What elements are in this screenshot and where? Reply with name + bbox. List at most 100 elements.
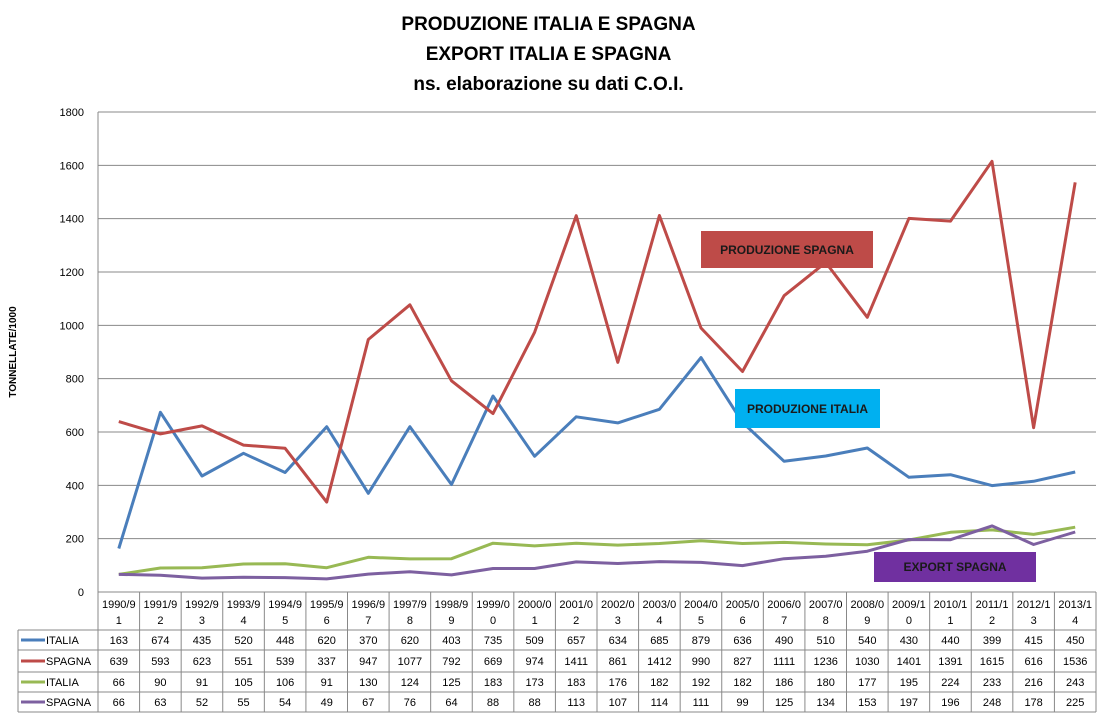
chart-title-line3: ns. elaborazione su dati C.O.I.: [413, 74, 684, 95]
legend-label: ITALIA: [46, 635, 79, 647]
data-label: 64: [445, 697, 457, 709]
x-tick-label: 2009/1: [892, 599, 926, 611]
data-label: 674: [151, 635, 169, 647]
data-label: 1615: [980, 656, 1004, 668]
data-label: 974: [525, 656, 543, 668]
data-label: 76: [404, 697, 416, 709]
data-label: 243: [1066, 677, 1084, 689]
data-label: 415: [1024, 635, 1042, 647]
data-label: 430: [900, 635, 918, 647]
x-tick-label: 2001/0: [559, 599, 593, 611]
x-tick-label: 2003/0: [643, 599, 677, 611]
data-label: 91: [321, 677, 333, 689]
data-label: 448: [276, 635, 294, 647]
data-label: 1030: [855, 656, 879, 668]
x-tick-label: 1: [532, 615, 538, 627]
x-tick-label: 2011/1: [976, 599, 1009, 611]
data-label: 1077: [398, 656, 422, 668]
data-label: 173: [525, 677, 543, 689]
y-tick-label: 800: [66, 374, 84, 386]
x-tick-label: 6: [324, 615, 330, 627]
data-label: 509: [525, 635, 543, 647]
x-tick-label: 8: [823, 615, 829, 627]
x-tick-label: 4: [656, 615, 662, 627]
data-label: 114: [651, 697, 669, 709]
data-label: 623: [193, 656, 211, 668]
data-label: 113: [567, 697, 585, 709]
x-tick-label: 2008/0: [850, 599, 884, 611]
data-label: 163: [110, 635, 128, 647]
data-label: 1236: [813, 656, 837, 668]
data-label: 125: [775, 697, 793, 709]
series-line-0: [117, 356, 1076, 549]
x-tick-label: 3: [1031, 615, 1037, 627]
data-label: 224: [941, 677, 959, 689]
y-tick-label: 0: [78, 587, 84, 599]
data-label: 67: [362, 697, 374, 709]
y-tick-label: 600: [66, 427, 84, 439]
data-label: 792: [442, 656, 460, 668]
data-label: 551: [234, 656, 252, 668]
chart-title-line1: PRODUZIONE ITALIA E SPAGNA: [401, 14, 696, 35]
data-label: 669: [484, 656, 502, 668]
data-label: 403: [442, 635, 460, 647]
data-label: 947: [359, 656, 377, 668]
x-tick-label: 9: [448, 615, 454, 627]
x-tick-label: 3: [199, 615, 205, 627]
x-tick-label: 6: [739, 615, 745, 627]
data-label: 125: [442, 677, 460, 689]
x-tick-label: 0: [490, 615, 496, 627]
x-tick-label: 2: [989, 615, 995, 627]
data-label: 182: [733, 677, 751, 689]
x-tick-label: 1996/9: [351, 599, 385, 611]
x-tick-label: 1992/9: [185, 599, 219, 611]
data-label: 636: [733, 635, 751, 647]
x-tick-label: 2005/0: [726, 599, 760, 611]
x-tick-label: 7: [365, 615, 371, 627]
data-label: 827: [733, 656, 751, 668]
legend-label: SPAGNA: [46, 697, 92, 709]
data-label: 54: [279, 697, 291, 709]
x-tick-label: 5: [282, 615, 288, 627]
data-label: 685: [650, 635, 668, 647]
data-label: 540: [858, 635, 876, 647]
x-tick-label: 2004/0: [684, 599, 718, 611]
data-label: 183: [567, 677, 585, 689]
data-label: 616: [1024, 656, 1042, 668]
x-tick-label: 2006/0: [767, 599, 801, 611]
x-tick-label: 1991/9: [144, 599, 178, 611]
data-label: 196: [941, 697, 959, 709]
data-label: 1411: [564, 656, 588, 668]
data-label: 195: [900, 677, 918, 689]
data-label: 111: [693, 697, 710, 709]
x-tick-label: 9: [864, 615, 870, 627]
x-tick-label: 2002/0: [601, 599, 635, 611]
data-label: 248: [983, 697, 1001, 709]
data-label: 1412: [647, 656, 671, 668]
data-label: 99: [736, 697, 748, 709]
x-tick-label: 2007/0: [809, 599, 843, 611]
y-tick-label: 200: [66, 534, 84, 546]
legend-label: ITALIA: [46, 677, 79, 689]
data-label: 178: [1024, 697, 1042, 709]
data-label: 990: [692, 656, 710, 668]
data-label: 55: [237, 697, 249, 709]
data-label: 88: [529, 697, 541, 709]
x-tick-label: 2013/1: [1058, 599, 1092, 611]
x-tick-label: 4: [1072, 615, 1078, 627]
x-tick-label: 1997/9: [393, 599, 427, 611]
data-label: 66: [113, 677, 125, 689]
x-tick-label: 2010/1: [934, 599, 968, 611]
data-label: 153: [858, 697, 876, 709]
data-label: 52: [196, 697, 208, 709]
data-label: 450: [1066, 635, 1084, 647]
x-tick-label: 1995/9: [310, 599, 344, 611]
x-tick-label: 5: [698, 615, 704, 627]
annotation-export-spagna: EXPORT SPAGNA: [874, 552, 1036, 582]
series-line-1: [118, 159, 1077, 504]
data-label: 539: [276, 656, 294, 668]
data-label: 520: [234, 635, 252, 647]
data-label: 1536: [1063, 656, 1087, 668]
data-label: 1401: [897, 656, 921, 668]
